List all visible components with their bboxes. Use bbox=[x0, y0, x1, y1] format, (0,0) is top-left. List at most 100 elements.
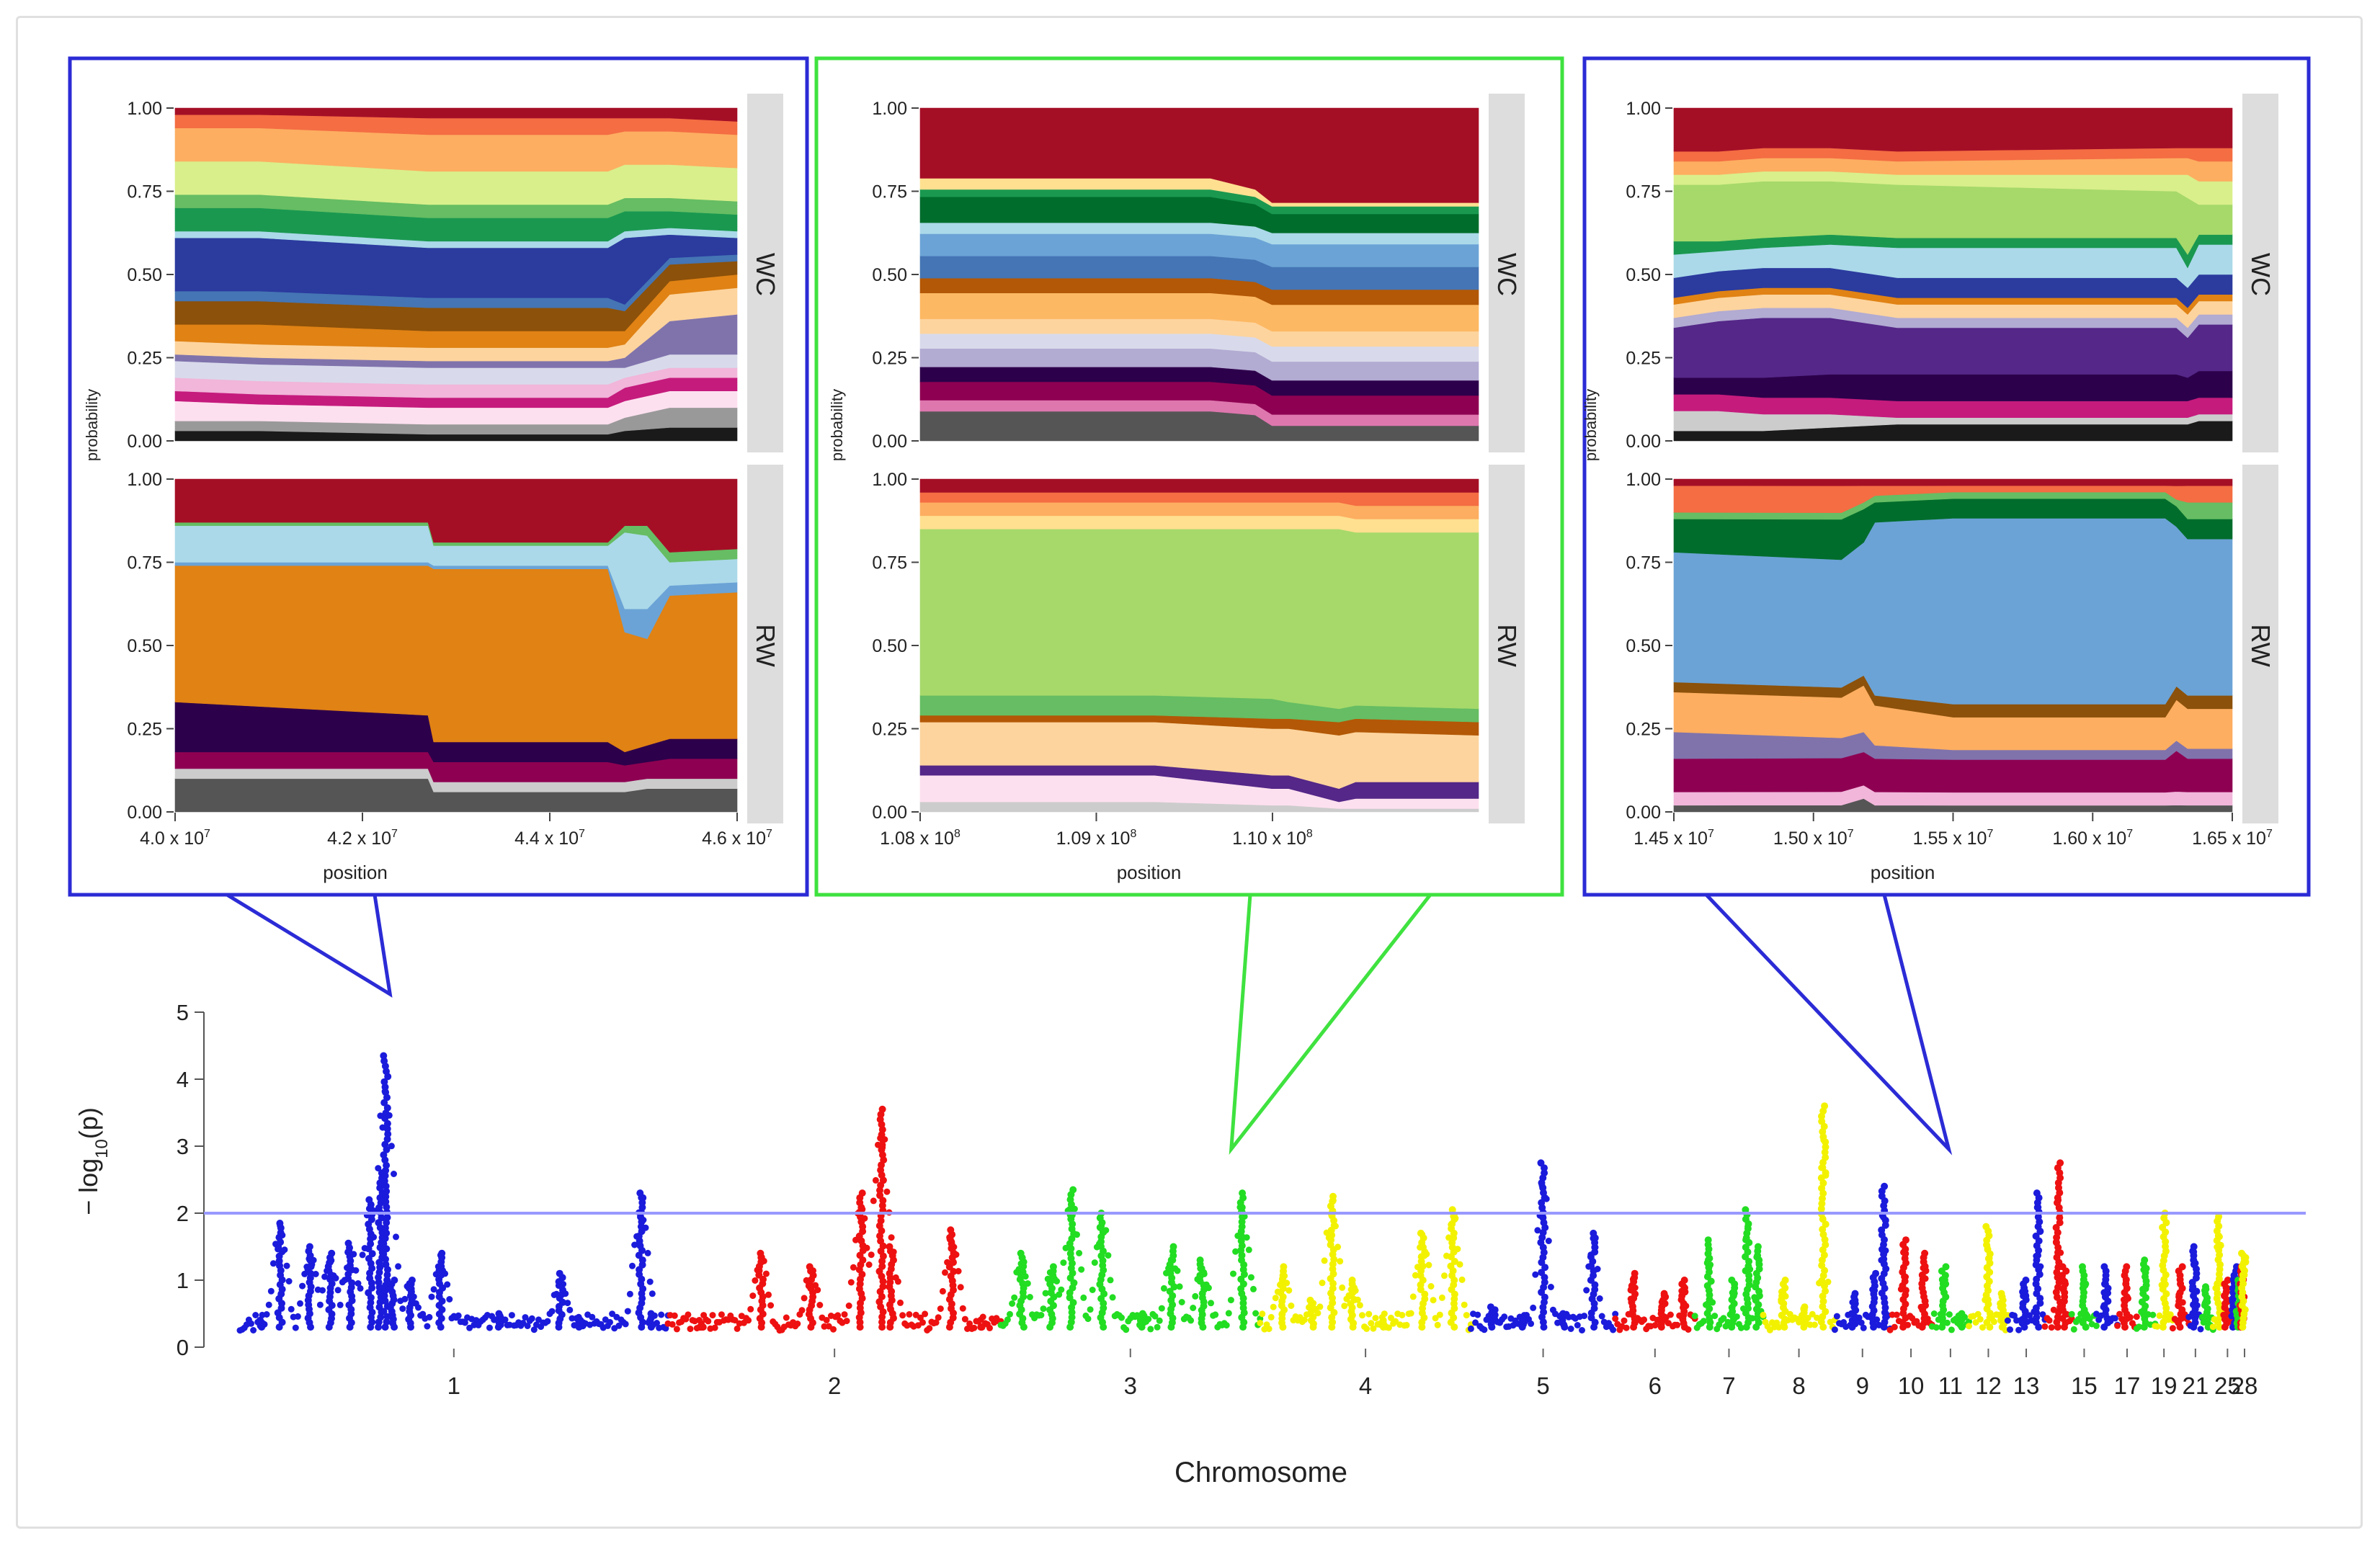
chromosome-2 bbox=[664, 1105, 1004, 1334]
snp-point bbox=[1388, 1314, 1394, 1321]
snp-point bbox=[939, 1287, 946, 1295]
chromosome-18 bbox=[2133, 1256, 2159, 1332]
y-label-sub: 10 bbox=[92, 1139, 112, 1158]
snp-point bbox=[1245, 1246, 1252, 1254]
snp-point bbox=[1742, 1206, 1750, 1214]
snp-point bbox=[1337, 1258, 1344, 1265]
snp-point bbox=[834, 1312, 842, 1319]
snp-point bbox=[1379, 1316, 1387, 1324]
snp-point bbox=[1641, 1316, 1648, 1323]
snp-point bbox=[1831, 1326, 1838, 1333]
snp-point bbox=[486, 1324, 493, 1331]
x-tick-base: 1.65 x 10 bbox=[2192, 828, 2266, 849]
snp-point bbox=[2079, 1263, 2086, 1271]
y-tick-label: 0.75 bbox=[1626, 553, 1661, 573]
snp-point bbox=[1409, 1293, 1417, 1300]
snp-point bbox=[850, 1264, 857, 1271]
snp-point bbox=[649, 1290, 656, 1297]
y-tick-label: 0.50 bbox=[1626, 265, 1661, 285]
snp-point bbox=[1775, 1323, 1783, 1331]
snp-point bbox=[906, 1311, 913, 1318]
facet-wc: 1.00 0.75 0.50 0.25 0.00 WC bbox=[127, 94, 783, 452]
snp-point bbox=[1257, 1320, 1264, 1326]
snp-point bbox=[328, 1249, 336, 1257]
snp-point bbox=[1833, 1313, 1840, 1320]
snp-point bbox=[647, 1310, 655, 1318]
snp-point bbox=[942, 1269, 948, 1276]
snp-point bbox=[1467, 1325, 1474, 1332]
snp-point bbox=[731, 1317, 739, 1324]
x-tick-label: 1.50 x 107 bbox=[1773, 828, 1854, 849]
snp-point bbox=[1819, 1225, 1827, 1233]
snp-point bbox=[1232, 1248, 1239, 1255]
snp-point bbox=[879, 1282, 887, 1290]
snp-point bbox=[1004, 1316, 1011, 1323]
snp-point bbox=[297, 1300, 303, 1307]
snp-point bbox=[383, 1245, 391, 1253]
snp-point bbox=[381, 1172, 389, 1179]
y-tick-label: 1.00 bbox=[127, 470, 162, 490]
snp-point bbox=[2114, 1322, 2121, 1329]
chromosome-label: 10 bbox=[1898, 1372, 1925, 1399]
snp-point bbox=[1997, 1290, 2005, 1297]
snp-point bbox=[257, 1316, 264, 1324]
snp-point bbox=[395, 1263, 402, 1270]
snp-point bbox=[1579, 1327, 1585, 1333]
snp-point bbox=[401, 1295, 409, 1303]
snp-point bbox=[1760, 1311, 1767, 1318]
snp-point bbox=[794, 1321, 801, 1327]
snp-point bbox=[870, 1197, 877, 1205]
snp-point bbox=[1078, 1266, 1085, 1273]
snp-point bbox=[1481, 1326, 1488, 1333]
snp-point bbox=[1631, 1269, 1639, 1277]
snp-point bbox=[424, 1323, 431, 1330]
y-tick-label: 0.25 bbox=[1626, 720, 1661, 740]
snp-point bbox=[380, 1052, 388, 1060]
snp-point bbox=[1270, 1303, 1277, 1310]
snp-point bbox=[1049, 1263, 1057, 1271]
snp-point bbox=[806, 1263, 814, 1271]
y-tick-label: 0.50 bbox=[872, 265, 907, 285]
snp-point bbox=[299, 1282, 306, 1290]
snp-point bbox=[1356, 1302, 1363, 1309]
y-tick-label: 1 bbox=[177, 1268, 189, 1293]
snp-point bbox=[1942, 1263, 1950, 1271]
snp-point bbox=[316, 1301, 324, 1308]
snp-point bbox=[380, 1151, 388, 1159]
snp-point bbox=[375, 1288, 383, 1296]
chromosome-8 bbox=[1760, 1102, 1838, 1333]
x-tick-base: 4.4 x 10 bbox=[514, 828, 579, 849]
snp-point bbox=[816, 1302, 824, 1308]
chromosome-4 bbox=[1257, 1192, 1474, 1333]
snp-point bbox=[783, 1314, 790, 1321]
snp-point bbox=[609, 1310, 616, 1318]
snp-point bbox=[1487, 1303, 1494, 1311]
snp-point bbox=[1341, 1303, 1348, 1310]
snp-point bbox=[2149, 1311, 2157, 1318]
chromosome-16 bbox=[2092, 1263, 2121, 1331]
y-axis-label: probability bbox=[1582, 389, 1600, 461]
x-tick-base: 1.08 x 10 bbox=[880, 828, 954, 849]
chromosome-22 bbox=[2198, 1283, 2216, 1333]
snp-point bbox=[926, 1325, 933, 1332]
snp-point bbox=[1280, 1263, 1288, 1271]
snp-point bbox=[1458, 1276, 1466, 1283]
snp-point bbox=[1316, 1303, 1324, 1310]
snp-point bbox=[1822, 1153, 1829, 1161]
snp-point bbox=[1359, 1312, 1365, 1319]
snp-point bbox=[1680, 1277, 1688, 1284]
snp-point bbox=[1948, 1326, 1955, 1333]
snp-point bbox=[461, 1319, 468, 1326]
snp-point bbox=[382, 1198, 390, 1206]
y-tick-label: 0.50 bbox=[127, 265, 162, 285]
snp-point bbox=[556, 1269, 563, 1277]
snp-point bbox=[383, 1187, 391, 1195]
snp-point bbox=[1399, 1312, 1406, 1318]
facet-strip-label: WC bbox=[751, 253, 780, 296]
snp-point bbox=[1109, 1294, 1116, 1301]
snp-point bbox=[1596, 1295, 1603, 1302]
snp-point bbox=[1691, 1313, 1698, 1320]
chromosome-20 bbox=[2169, 1263, 2193, 1332]
snp-point bbox=[1062, 1244, 1069, 1251]
